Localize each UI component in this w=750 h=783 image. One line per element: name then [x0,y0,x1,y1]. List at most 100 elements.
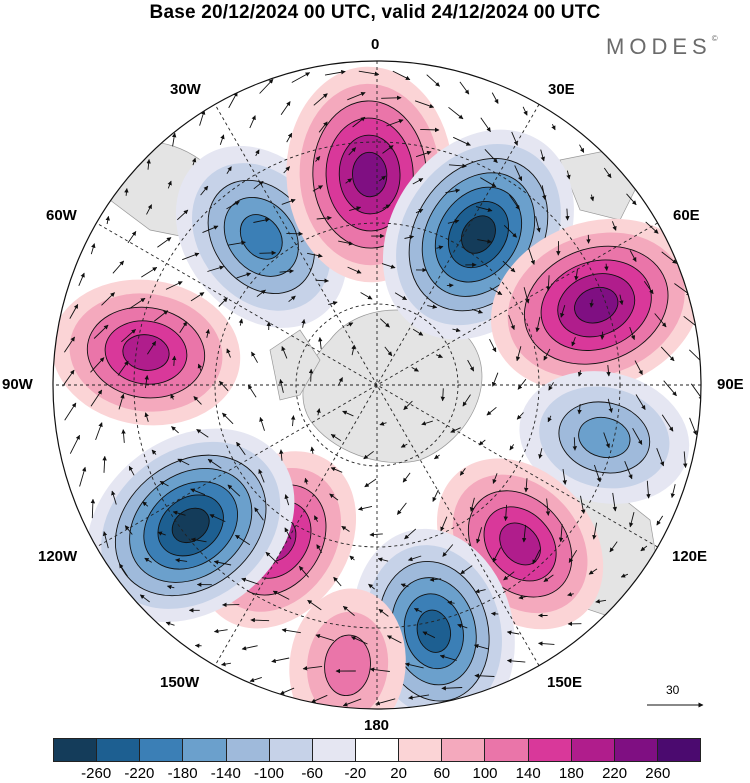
anomaly-field [53,66,701,709]
wind-vector [547,415,552,423]
wind-vector [151,449,157,455]
wind-vector [560,304,566,318]
wind-vector [69,304,79,319]
wind-vector [592,522,598,540]
wind-vector [226,201,240,210]
colorbar-swatch [139,738,184,762]
wind-vector [79,466,87,487]
wind-vector [78,272,85,286]
wind-vector [337,377,343,387]
wind-vector [259,250,277,256]
wind-vector [280,101,291,116]
wind-vector [490,611,499,617]
wind-vector [492,473,498,484]
wind-vector [177,458,190,466]
wind-vector [491,92,499,104]
wind-vector [448,106,464,120]
wind-vector [473,644,489,650]
wind-vector [535,216,541,233]
wind-vector [369,667,390,672]
wind-vector [654,313,667,328]
wind-vector [595,599,607,604]
lon-label-left: 90W [2,376,33,393]
wind-vector [90,389,103,407]
wind-vector [235,534,251,546]
wind-vector [341,525,350,532]
wind-vector [199,109,206,126]
wind-vector [111,490,117,505]
wind-vector [328,301,338,306]
wind-vector [241,645,258,651]
wind-vector [259,78,274,94]
wind-vector [316,544,323,553]
wind-vector [607,398,613,413]
wind-vector [279,378,284,393]
wind-vector [688,349,701,365]
wind-vector [207,265,225,272]
wind-vector [611,221,617,231]
wind-vector [258,468,265,483]
wind-vector [167,180,172,189]
wind-vector [364,478,377,488]
wind-vector [545,498,551,516]
wind-vector [324,69,346,76]
reference-vector-label: 30 [666,683,680,697]
wind-vector [528,248,535,265]
wind-vector [308,368,314,382]
wind-vector [283,166,291,174]
wind-vector [571,336,576,347]
wind-vector [105,215,110,225]
lon-label-30e: 30E [548,81,575,98]
wind-vector [330,467,343,473]
wind-vector [541,185,547,200]
polar-map [52,60,702,710]
wind-vector [377,557,389,562]
wind-vector [589,299,594,308]
colorbar-tick-label: 60 [433,765,451,782]
wind-vector [421,420,433,426]
wind-vector [645,221,659,234]
wind-vector [522,106,528,116]
anomaly-contour [122,334,170,371]
wind-vector [523,478,529,493]
wind-vector [227,484,241,497]
wind-vector [228,240,246,246]
wind-vector [175,558,188,563]
wind-vector [420,127,440,133]
wind-vector [475,206,493,212]
wind-vector [646,480,651,499]
wind-vector [281,628,301,634]
colorbar-swatch [441,738,486,762]
wind-vector [558,524,564,543]
wind-vector [480,117,491,132]
wind-vector [219,380,229,392]
wind-vector [509,444,515,451]
wind-vector [316,408,321,416]
wind-vector [249,676,262,683]
wind-vector [474,673,495,679]
wind-vector [491,372,499,387]
wind-vector [124,525,133,535]
wind-vector [90,243,96,255]
wind-vector [253,180,264,190]
wind-vector [635,394,646,410]
wind-vector [434,454,440,460]
wind-vector [548,382,554,391]
wind-vector [439,654,457,661]
wind-vector [670,484,676,499]
wind-vector [165,621,175,626]
wind-vector [661,251,677,264]
wind-vector [689,417,697,436]
wind-vector [447,219,460,224]
wind-vector [64,402,77,421]
wind-vector [432,489,439,502]
wind-vector [197,363,202,372]
wind-vector [412,178,424,185]
wind-vector [471,308,483,314]
wind-vector [489,287,503,295]
wind-vector [124,188,129,196]
wind-vector [502,260,516,273]
wind-vector [316,215,332,221]
wind-vectors [62,69,701,707]
colorbar-swatch [570,738,615,762]
